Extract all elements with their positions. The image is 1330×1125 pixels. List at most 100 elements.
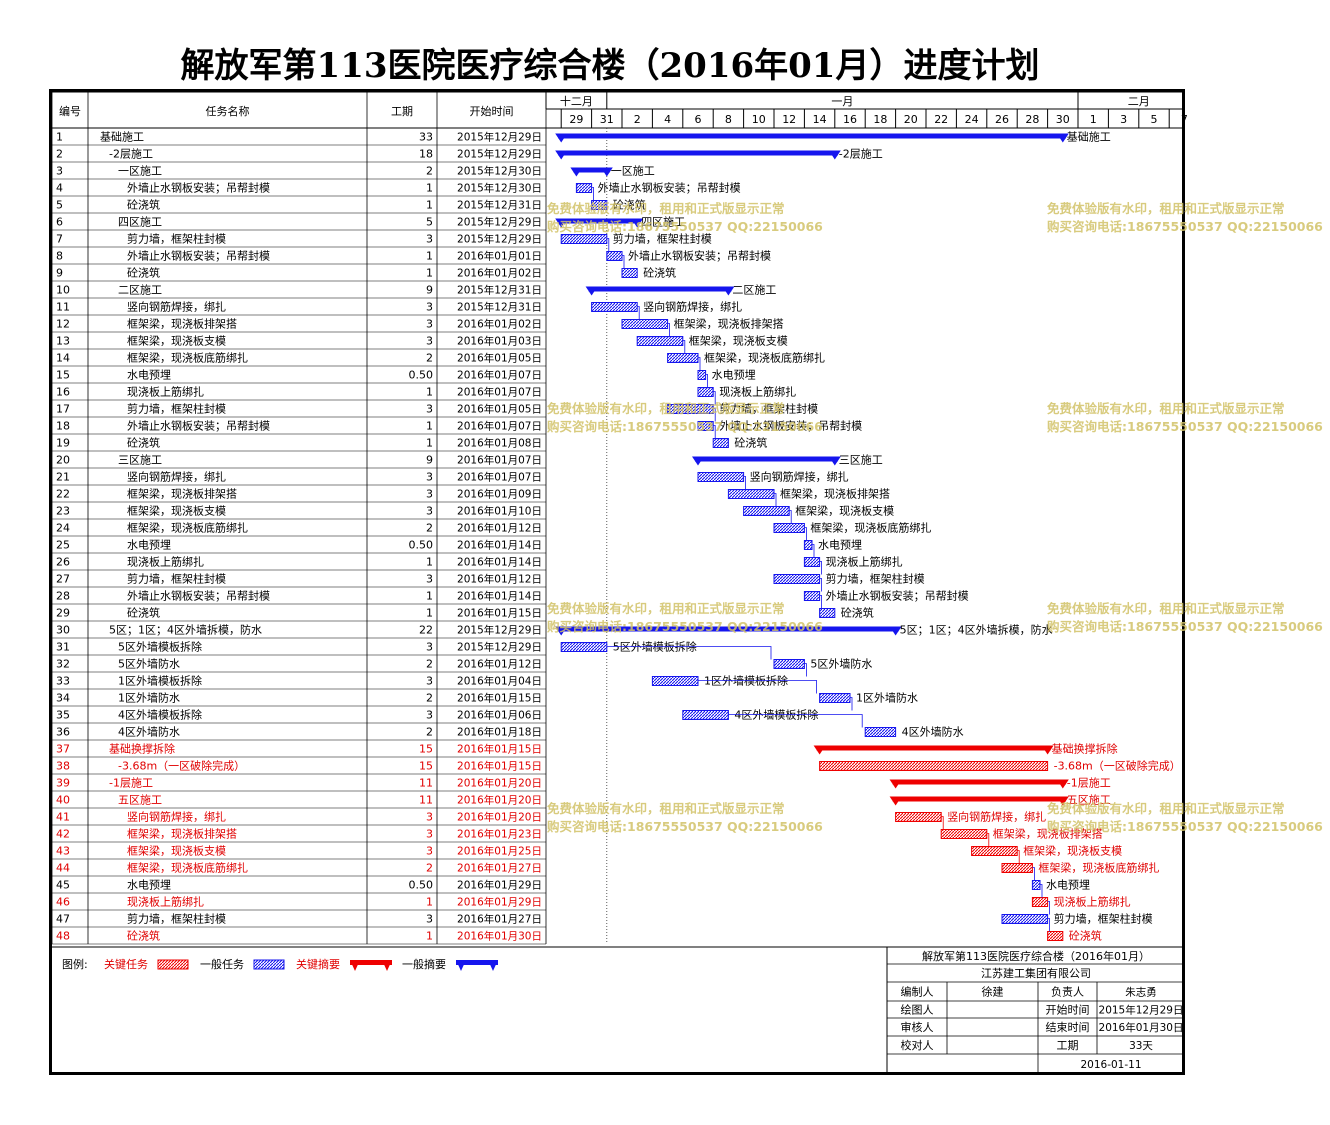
task-bar <box>682 710 729 720</box>
task-start: 2016年01月18日 <box>457 726 542 739</box>
task-bar-label: 框架梁，现浇板排架搭 <box>674 317 784 331</box>
day-label: 3 <box>1120 113 1127 126</box>
watermark-text: 免费体验版有水印，租用和正式版显示正常 <box>547 801 785 816</box>
dependency-link <box>1017 850 1020 864</box>
task-duration: 3 <box>426 828 433 841</box>
dependency-link <box>713 391 716 405</box>
task-bar-label: 框架梁，现浇板支模 <box>689 334 788 348</box>
watermark-text: 免费体验版有水印，租用和正式版显示正常 <box>1047 801 1285 816</box>
task-bar-label: 四区施工 <box>641 216 685 229</box>
task-bar <box>606 251 623 261</box>
month-label: 二月 <box>1128 95 1150 108</box>
task-id: 31 <box>56 641 70 654</box>
task-duration: 11 <box>419 777 433 790</box>
task-duration: 3 <box>426 913 433 926</box>
task-name: 框架梁，现浇板支模 <box>127 844 226 858</box>
task-name: 框架梁，现浇板底筋绑扎 <box>127 861 248 875</box>
info-box-cell: 审核人 <box>901 1020 934 1034</box>
summary-bar-start-cap <box>813 745 826 755</box>
task-duration: 3 <box>426 641 433 654</box>
task-name: 基础换撑拆除 <box>109 742 175 756</box>
day-label: 22 <box>934 113 948 126</box>
day-label: 7 <box>1181 113 1188 126</box>
task-name: 外墙止水钢板安装；吊帮封模 <box>127 419 270 433</box>
task-bar-label: 砼浇筑 <box>734 436 767 450</box>
task-id: 45 <box>56 879 70 892</box>
task-duration: 3 <box>426 403 433 416</box>
task-duration: 1 <box>426 590 433 603</box>
task-start: 2016年01月12日 <box>457 522 542 535</box>
task-start: 2016年01月06日 <box>457 709 542 722</box>
task-name: 4区外墙防水 <box>118 725 180 739</box>
task-bar <box>773 659 805 669</box>
day-label: 16 <box>843 113 857 126</box>
task-start: 2016年01月29日 <box>457 896 542 909</box>
task-bar-label: 框架梁，现浇板支模 <box>795 504 894 518</box>
info-box-company: 江苏建工集团有限公司 <box>981 966 1091 980</box>
task-bar-label: 竖向钢筋焊接，绑扎 <box>643 300 742 314</box>
task-start: 2016年01月12日 <box>457 573 542 586</box>
day-label: 6 <box>695 113 702 126</box>
dependency-link <box>941 816 944 830</box>
summary-bar <box>558 150 838 156</box>
day-label: 18 <box>873 113 887 126</box>
task-name: 砼浇筑 <box>127 198 160 212</box>
task-name: 竖向钢筋焊接，绑扎 <box>127 300 226 314</box>
task-duration: 1 <box>426 556 433 569</box>
task-duration: 3 <box>426 301 433 314</box>
task-id: 4 <box>56 182 63 195</box>
info-box-cell: 开始时间 <box>1046 1003 1090 1017</box>
task-bar <box>697 387 714 397</box>
task-bar <box>636 336 684 346</box>
task-duration: 1 <box>426 182 433 195</box>
summary-bar <box>892 779 1066 785</box>
dependency-link <box>743 476 746 490</box>
task-bar-label: 框架梁，现浇板底筋绑扎 <box>810 521 931 535</box>
task-id: 44 <box>56 862 70 875</box>
task-start: 2016年01月02日 <box>457 267 542 280</box>
day-label: 30 <box>1056 113 1070 126</box>
task-bar <box>712 438 729 448</box>
task-id: 42 <box>56 828 70 841</box>
task-id: 27 <box>56 573 70 586</box>
task-bar-label: 三区施工 <box>839 454 883 467</box>
task-id: 34 <box>56 692 70 705</box>
task-start: 2016年01月15日 <box>457 760 542 773</box>
task-duration: 1 <box>426 896 433 909</box>
task-bar <box>803 557 821 567</box>
task-id: 11 <box>56 301 70 314</box>
task-bar-label: -1层施工 <box>1067 777 1111 790</box>
dependency-link <box>682 340 686 354</box>
task-name: 砼浇筑 <box>127 606 160 620</box>
task-bar <box>773 523 805 533</box>
task-bar <box>773 574 821 584</box>
dependency-link <box>713 408 716 422</box>
task-name: 5区外墙模板拆除 <box>118 640 202 654</box>
task-bar-label: 水电预埋 <box>818 539 862 552</box>
task-bar <box>560 234 608 244</box>
task-bar-label: 二区施工 <box>732 284 776 297</box>
task-start: 2016年01月12日 <box>457 658 542 671</box>
task-start: 2016年01月02日 <box>457 318 542 331</box>
month-label: 十二月 <box>560 94 593 108</box>
task-id: 20 <box>56 454 70 467</box>
info-box-cell: 结束时间 <box>1046 1021 1090 1034</box>
task-id: 17 <box>56 403 70 416</box>
task-bar-label: 4区外墙防水 <box>902 725 964 739</box>
task-bar-label: 5区外墙防水 <box>810 657 872 671</box>
task-id: 21 <box>56 471 70 484</box>
task-duration: 3 <box>426 573 433 586</box>
task-duration: 3 <box>426 811 433 824</box>
dependency-link <box>667 323 670 337</box>
task-name: -2层施工 <box>109 148 153 161</box>
task-name: 5区外墙防水 <box>118 657 180 671</box>
summary-bar <box>695 456 838 462</box>
dependency-link <box>698 680 817 694</box>
info-box-cell: 33天 <box>1129 1040 1153 1052</box>
task-name: 框架梁，现浇板底筋绑扎 <box>127 521 248 535</box>
task-bar-label: 外墙止水钢板安装；吊帮封模 <box>598 181 741 195</box>
task-duration: 15 <box>419 760 433 773</box>
day-label: 2 <box>634 113 641 126</box>
task-id: 26 <box>56 556 70 569</box>
task-duration: 3 <box>426 335 433 348</box>
